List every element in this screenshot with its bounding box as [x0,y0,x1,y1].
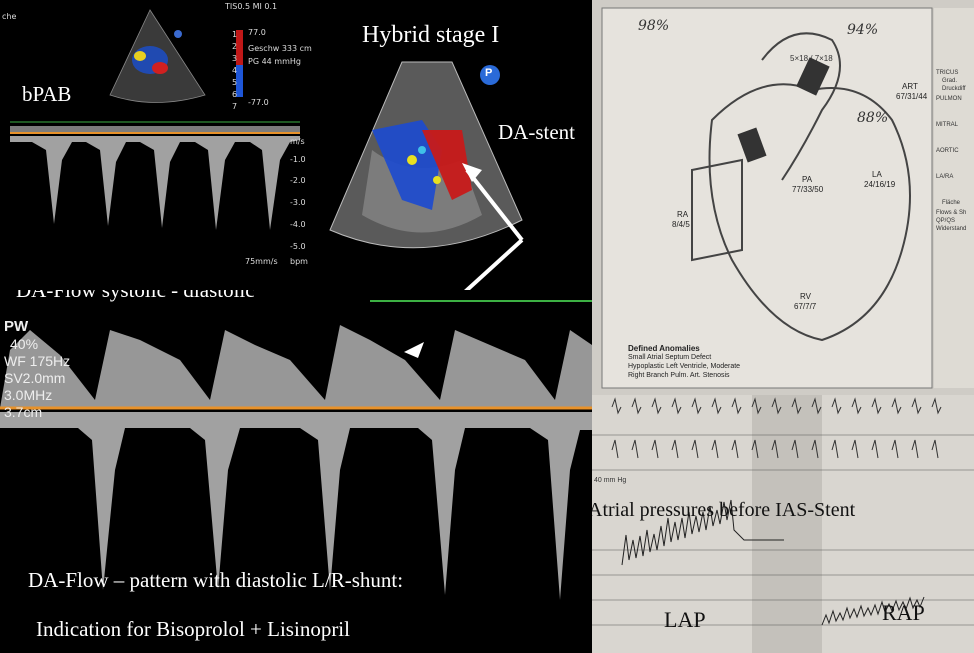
annotation-98: 98% [638,18,670,34]
sidebar-entry: Fläche [942,200,961,206]
chamber-la-values: 24/16/19 [864,180,896,189]
chamber-pa-name: PA [802,175,813,184]
chamber-ra-values: 8/4/5 [672,220,690,229]
da-flow-systolic-diastolic-label: DA-Flow systolic - diastolic [16,290,255,302]
pressure-scale: 40 mm Hg [594,477,627,484]
pressure-gradient-readout: PG 44 mmHg [248,57,301,66]
sidebar-entry: TRICUS [936,70,959,76]
anomaly-item: Small Atrial Septum Defect [628,354,712,361]
atrial-pressures-caption: Atrial pressures before IAS-Stent [592,499,856,521]
color-scale-bottom: -77.0 [248,98,269,107]
heart-diagram-drawing [601,7,974,389]
velocity-unit: m/s [290,137,305,146]
depth-tick-4: 4 [232,66,238,75]
annotation-88: 88% [857,110,889,126]
velocity-tick-2: -2.0 [290,176,306,185]
probe-marker: P [485,67,493,79]
depth-tick-1: 1 [232,30,238,39]
depth-tick-2: 2 [232,42,238,51]
color-scale-top: 77.0 [248,28,266,37]
sidebar-entry: Widerstand [936,226,967,232]
pw-label: PW [4,318,29,335]
depth-tick-6: 6 [232,90,238,99]
stent-note: 5×18 / 7×18 [790,54,833,63]
sweep-speed: 75mm/s [245,257,278,266]
sidebar-entry: Flows & Sh [936,210,967,216]
hybrid-echo-panel: P Hybrid stage I DA-stent [312,0,592,290]
chamber-la-name: LA [872,170,882,179]
pressure-tracing-image [592,395,974,653]
chamber-rv-values: 67/7/7 [794,302,817,311]
sidebar-entry: AORTIC [936,148,959,154]
hybrid-stage-title: Hybrid stage I [362,22,500,48]
gain-label: 40% [10,336,39,352]
indication-caption: Indication for Bisoprolol + Lisinopril [36,617,350,641]
depth-tick-7: 7 [232,102,238,111]
velocity-tick-3: -3.0 [290,198,306,207]
depth-label: 3.7cm [4,404,43,420]
lap-label: LAP [664,607,706,632]
chamber-art-name: ART [902,82,918,91]
chamber-art-values: 67/31/44 [896,92,928,101]
da-flow-pattern-caption: DA-Flow – pattern with diastolic L/R-shu… [28,568,404,592]
sidebar-entry: MITRAL [936,122,959,128]
bpab-doppler-image [10,9,300,230]
echo-settings-text: TIS0.5 MI 0.1 [225,2,278,11]
da-flow-doppler-image [0,300,592,600]
anomalies-title: Defined Anomalies [628,344,700,353]
sidebar-entry: Druckdiff [942,86,966,92]
velocity-tick-4: -4.0 [290,220,306,229]
rap-label: RAP [882,600,925,625]
bpab-echo-panel: che TIS0.5 MI 0.1 Geschw 333 cm/s PG 44 … [0,0,312,290]
frequency-label: 3.0MHz [4,387,53,403]
depth-tick-5: 5 [232,78,238,87]
da-flow-panel: PW 40% WF 175Hz SV2.0mm 3.0MHz 3.7cm DA-… [0,290,592,653]
anomaly-item: Right Branch Pulm. Art. Stenosis [628,372,730,379]
chamber-pa-values: 77/33/50 [792,185,824,194]
sidebar-entry: Grad. [942,78,958,84]
sidebar-entry: PULMON [936,96,962,102]
sidebar-entry: QP/QS [936,218,956,224]
corner-text: che [2,12,17,21]
depth-tick-3: 3 [232,54,238,63]
velocity-tick-1: -1.0 [290,155,306,164]
heart-diagram-panel: 98% 94% 88% 5×18 / 7×18 PA 77/33/50 LA 2… [592,0,974,395]
da-stent-echo-image [329,61,524,290]
da-stent-label: DA-stent [498,120,575,144]
bpab-label: bPAB [22,82,72,106]
sidebar-entry: LA/RA [936,174,954,180]
chamber-rv-name: RV [800,292,811,301]
chamber-ra-name: RA [677,210,689,219]
atrial-pressure-panel: 40 mm Hg Atrial pressures before IAS-Ste… [592,395,974,653]
heart-rate-unit: bpm [290,257,308,266]
anomaly-item: Hypoplastic Left Ventricle, Moderate [628,363,741,370]
sample-volume-label: SV2.0mm [4,370,66,386]
velocity-readout: Geschw 333 cm/s [248,44,312,53]
annotation-94: 94% [847,22,879,38]
wall-filter-label: WF 175Hz [4,353,71,369]
velocity-tick-5: -5.0 [290,242,306,251]
